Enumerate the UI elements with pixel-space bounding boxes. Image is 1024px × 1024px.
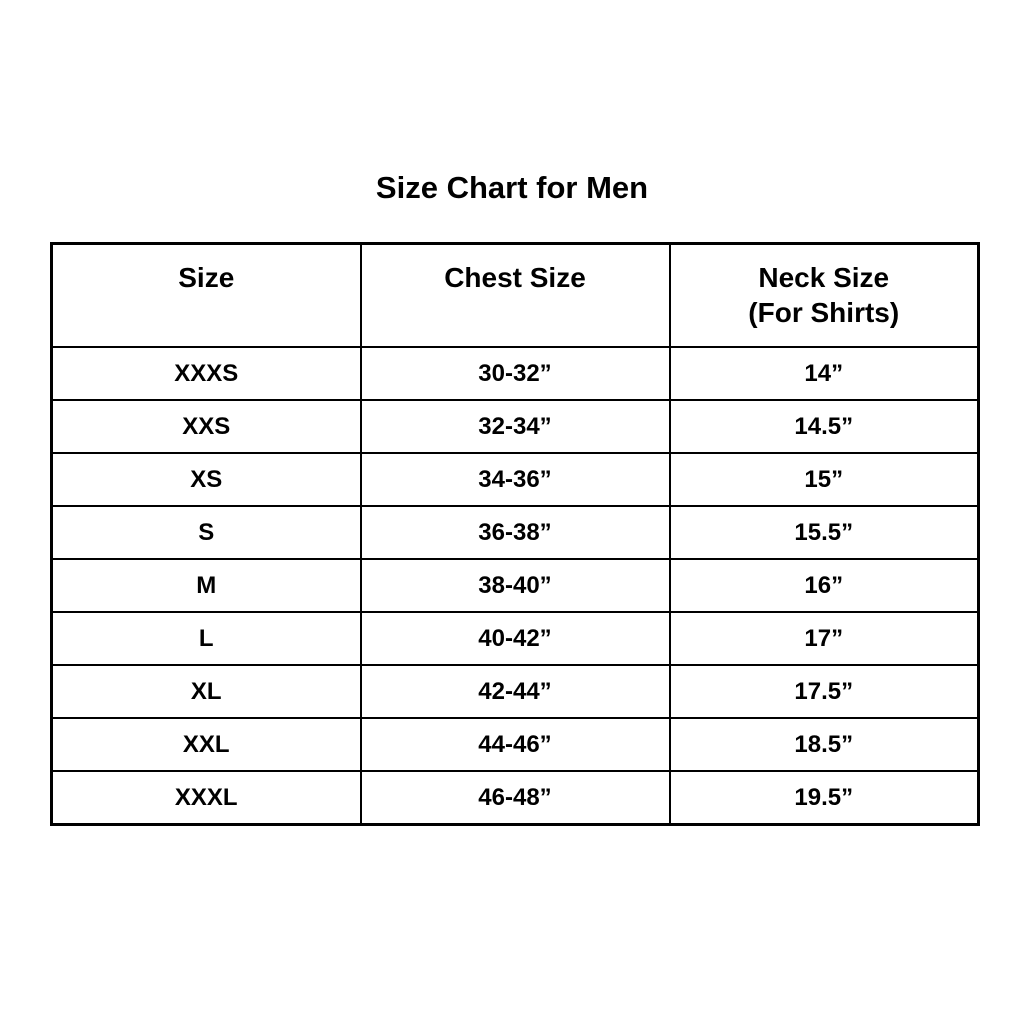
page-title: Size Chart for Men (375, 170, 649, 205)
chest-size-cell: 38-40” (359, 558, 671, 613)
table-row: XXL 44-46” 18.5” (50, 717, 980, 772)
neck-size-cell: 15.5” (668, 505, 980, 560)
neck-size-cell: 14” (668, 346, 980, 401)
table-header: Size Chest Size Neck Size (For Shirts) (50, 242, 980, 348)
header-label-chest-size: Chest Size (444, 262, 586, 293)
header-cell-neck-size: Neck Size (For Shirts) (668, 242, 980, 348)
header-row: Size Chest Size Neck Size (For Shirts) (50, 242, 980, 348)
neck-size-cell: 19.5” (668, 770, 980, 826)
neck-size-cell: 17” (668, 611, 980, 666)
table-row: XXXL 46-48” 19.5” (50, 770, 980, 826)
size-cell: L (50, 611, 362, 666)
chest-size-cell: 40-42” (359, 611, 671, 666)
table-row: XXXS 30-32” 14” (50, 346, 980, 401)
table-row: L 40-42” 17” (50, 611, 980, 666)
table-row: M 38-40” 16” (50, 558, 980, 613)
size-cell: XS (50, 452, 362, 507)
neck-size-cell: 18.5” (668, 717, 980, 772)
chest-size-cell: 32-34” (359, 399, 671, 454)
table-row: S 36-38” 15.5” (50, 505, 980, 560)
header-cell-size: Size (50, 242, 362, 348)
chest-size-cell: 46-48” (359, 770, 671, 826)
size-cell: M (50, 558, 362, 613)
table-row: XL 42-44” 17.5” (50, 664, 980, 719)
table-body: XXXS 30-32” 14” XXS 32-34” 14.5” XS 34-3… (50, 346, 980, 826)
chest-size-cell: 34-36” (359, 452, 671, 507)
header-cell-chest-size: Chest Size (359, 242, 671, 348)
size-cell: XL (50, 664, 362, 719)
chest-size-cell: 36-38” (359, 505, 671, 560)
header-label-size: Size (178, 262, 235, 293)
chest-size-cell: 44-46” (359, 717, 671, 772)
header-sublabel-neck-size: (For Shirts) (748, 297, 900, 328)
neck-size-cell: 15” (668, 452, 980, 507)
neck-size-cell: 17.5” (668, 664, 980, 719)
size-chart-table: Size Chest Size Neck Size (For Shirts) X… (50, 242, 980, 826)
chest-size-cell: 30-32” (359, 346, 671, 401)
neck-size-cell: 14.5” (668, 399, 980, 454)
table-row: XXS 32-34” 14.5” (50, 399, 980, 454)
size-cell: XXL (50, 717, 362, 772)
size-cell: XXS (50, 399, 362, 454)
size-cell: XXXS (50, 346, 362, 401)
size-cell: S (50, 505, 362, 560)
chest-size-cell: 42-44” (359, 664, 671, 719)
neck-size-cell: 16” (668, 558, 980, 613)
table-row: XS 34-36” 15” (50, 452, 980, 507)
header-label-neck-size: Neck Size (758, 262, 890, 293)
size-cell: XXXL (50, 770, 362, 826)
